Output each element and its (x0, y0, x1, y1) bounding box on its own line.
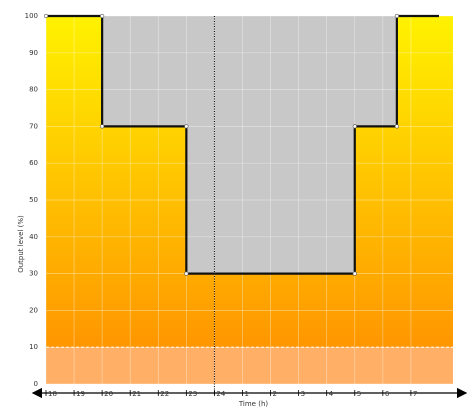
x-tick-label: 3 (301, 390, 305, 398)
y-tick-label: 40 (29, 233, 38, 241)
y-tick-labels: 0 10 20 30 40 50 60 70 80 90 100 (25, 12, 38, 388)
output-level-profile-line (46, 14, 439, 275)
profile-handle[interactable] (100, 13, 105, 19)
y-tick-label: 0 (34, 380, 38, 388)
x-tick-labels: 18 19 20 21 22 23 24 1 2 3 4 5 6 7 (45, 390, 417, 398)
x-tick-label: 23 (188, 390, 197, 398)
x-tick-label: 19 (76, 390, 85, 398)
y-tick-label: 10 (29, 343, 38, 351)
x-tick-label: 20 (104, 390, 113, 398)
profile-handle[interactable] (394, 124, 399, 129)
y-tick-label: 20 (29, 306, 38, 314)
profile-handle[interactable] (184, 124, 189, 129)
x-tick-label: 21 (132, 390, 141, 398)
y-tick-label: 100 (25, 12, 38, 20)
x-tick-label: 7 (413, 390, 417, 398)
x-axis-label: Time (h) (238, 400, 269, 408)
profile-handle[interactable] (43, 13, 49, 19)
y-axis-label: Output level (%) (17, 215, 25, 273)
x-tick-label: 2 (273, 390, 277, 398)
profile-handle[interactable] (352, 124, 357, 129)
y-tick-label: 70 (29, 122, 38, 130)
y-tick-label: 90 (29, 49, 38, 57)
x-tick-label: 6 (385, 390, 390, 398)
y-tick-label: 50 (29, 196, 38, 204)
x-tick-label: 18 (48, 390, 57, 398)
x-tick-label: 24 (216, 390, 225, 398)
x-tick-label: 5 (357, 390, 361, 398)
grid-lines (45, 15, 453, 385)
x-tick-label: 4 (329, 390, 334, 398)
profile-handle[interactable] (352, 271, 357, 276)
y-tick-label: 80 (29, 86, 38, 94)
x-tick-label: 22 (160, 390, 169, 398)
profile-handle[interactable] (184, 271, 189, 276)
profile-handle[interactable] (100, 124, 105, 129)
below-minimum-band (46, 347, 453, 384)
y-tick-label: 30 (29, 270, 38, 278)
profile-handle[interactable] (394, 13, 399, 19)
profile-handles (43, 13, 399, 276)
y-tick-label: 60 (29, 159, 38, 167)
x-tick-label: 1 (244, 390, 248, 398)
above-profile-area (46, 16, 439, 274)
